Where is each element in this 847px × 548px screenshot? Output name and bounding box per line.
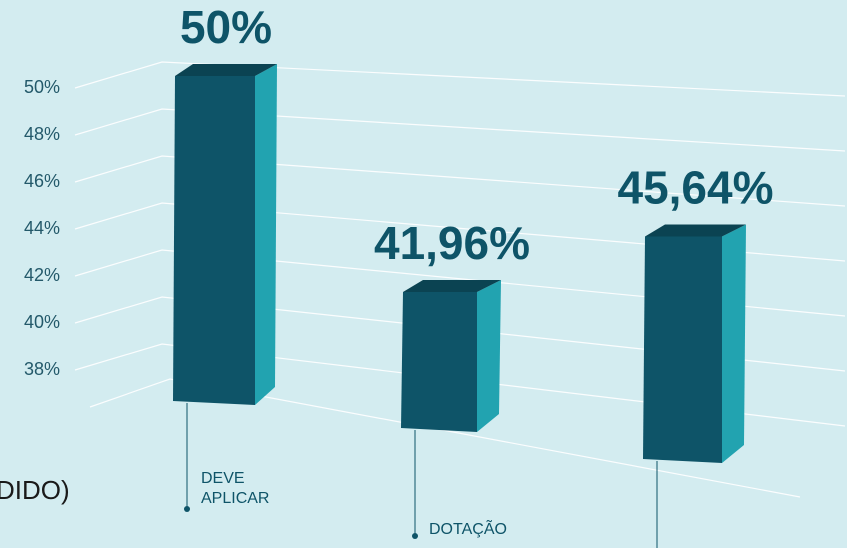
x-tick-label-line: APLICAR bbox=[201, 490, 269, 507]
bar-side bbox=[722, 224, 746, 463]
grid-line bbox=[74, 343, 846, 427]
bar-front bbox=[643, 236, 722, 463]
y-tick-label: 46% bbox=[24, 171, 60, 191]
x-tick-label-line: DOTAÇÃO bbox=[429, 518, 507, 538]
bar-side bbox=[477, 279, 501, 432]
y-tick-label: 42% bbox=[24, 265, 60, 285]
grid-line bbox=[74, 202, 846, 262]
grid-line bbox=[74, 61, 846, 97]
bar-top bbox=[403, 279, 501, 292]
grid-line bbox=[74, 108, 846, 152]
y-tick-label: 44% bbox=[24, 218, 60, 238]
bar-front bbox=[401, 291, 477, 432]
grid-line bbox=[74, 296, 846, 372]
bar-top bbox=[175, 64, 277, 76]
floor-line bbox=[89, 378, 801, 498]
value-label: 45,64% bbox=[617, 162, 773, 214]
grid-line bbox=[74, 249, 846, 317]
y-tick-label: 38% bbox=[24, 359, 60, 379]
x-tick-label: DEVE APLICAR bbox=[201, 470, 269, 507]
grid-line bbox=[74, 155, 846, 207]
bar-side bbox=[255, 64, 277, 405]
bar bbox=[173, 64, 277, 405]
y-tick-label: 40% bbox=[24, 312, 60, 332]
bar-front bbox=[173, 76, 255, 405]
leader-dot bbox=[184, 506, 190, 512]
bar bbox=[401, 279, 501, 432]
value-label: 50% bbox=[180, 1, 272, 53]
leader-dot bbox=[412, 533, 418, 539]
x-tick-label-line: DEVE bbox=[201, 470, 245, 487]
value-label: 41,96% bbox=[374, 217, 530, 269]
cut-off-text: DIDO) bbox=[0, 475, 70, 505]
bar bbox=[643, 224, 746, 463]
bar-top bbox=[645, 224, 746, 237]
y-tick-label: 48% bbox=[24, 124, 60, 144]
y-tick-label: 50% bbox=[24, 77, 60, 97]
x-tick-label: DOTAÇÃO bbox=[429, 518, 507, 538]
